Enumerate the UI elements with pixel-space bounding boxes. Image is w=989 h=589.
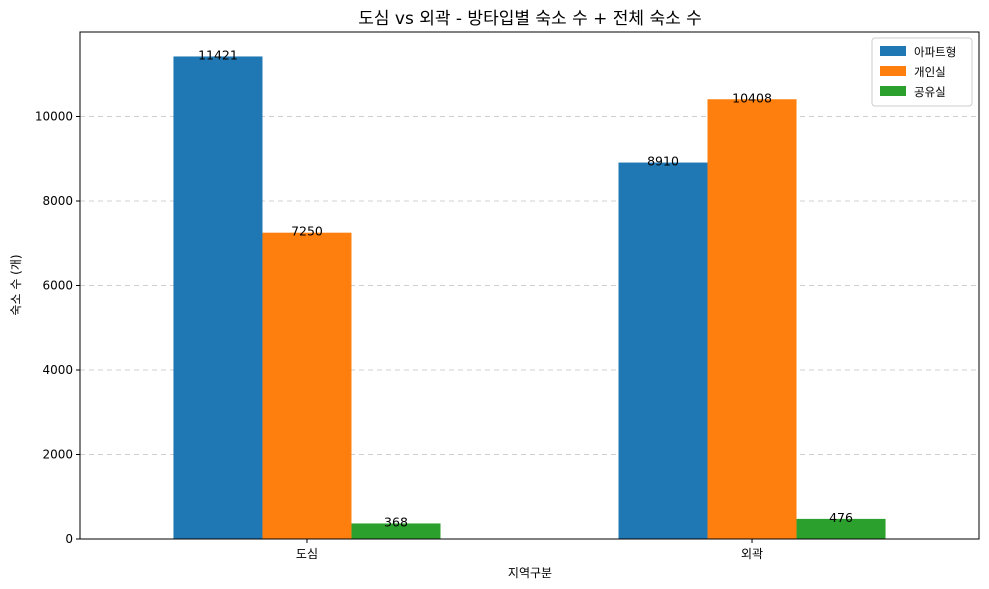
x-axis-ticks: 도심 외곽 (296, 539, 763, 561)
bar (618, 162, 708, 540)
data-label: 11421 (198, 47, 238, 62)
y-tick-label: 2000 (42, 448, 73, 462)
legend-swatch (880, 66, 906, 76)
bar (262, 232, 352, 539)
y-axis-ticks: 0 2000 4000 6000 8000 10000 (35, 110, 80, 546)
data-labels: 11421 7250 368 8910 10408 476 (198, 47, 853, 529)
x-tick-label: 외곽 (741, 547, 763, 561)
gridlines (80, 116, 979, 455)
data-label: 10408 (732, 90, 772, 105)
bar (796, 518, 886, 539)
legend-label: 아파트형 (914, 45, 956, 59)
bars (173, 56, 886, 540)
data-label: 8910 (647, 154, 679, 169)
x-axis-label: 지역구분 (508, 566, 552, 580)
chart-title: 도심 vs 외곽 - 방타입별 숙소 수 + 전체 숙소 수 (358, 9, 702, 29)
data-label: 7250 (291, 224, 323, 239)
bar (707, 99, 797, 540)
data-label: 476 (829, 510, 853, 525)
x-tick-label: 도심 (296, 547, 318, 561)
bar (173, 56, 263, 540)
legend-swatch (880, 46, 906, 56)
legend-swatch (880, 86, 906, 96)
y-tick-label: 0 (65, 532, 73, 546)
y-tick-label: 10000 (35, 110, 73, 124)
y-axis-label: 숙소 수 (개) (9, 254, 23, 315)
y-tick-label: 8000 (42, 194, 73, 208)
bar (351, 523, 441, 539)
y-tick-label: 6000 (42, 279, 73, 293)
legend-label: 개인실 (914, 65, 946, 79)
legend-label: 공유실 (914, 85, 946, 99)
data-label: 368 (384, 514, 408, 529)
y-tick-label: 4000 (42, 363, 73, 377)
